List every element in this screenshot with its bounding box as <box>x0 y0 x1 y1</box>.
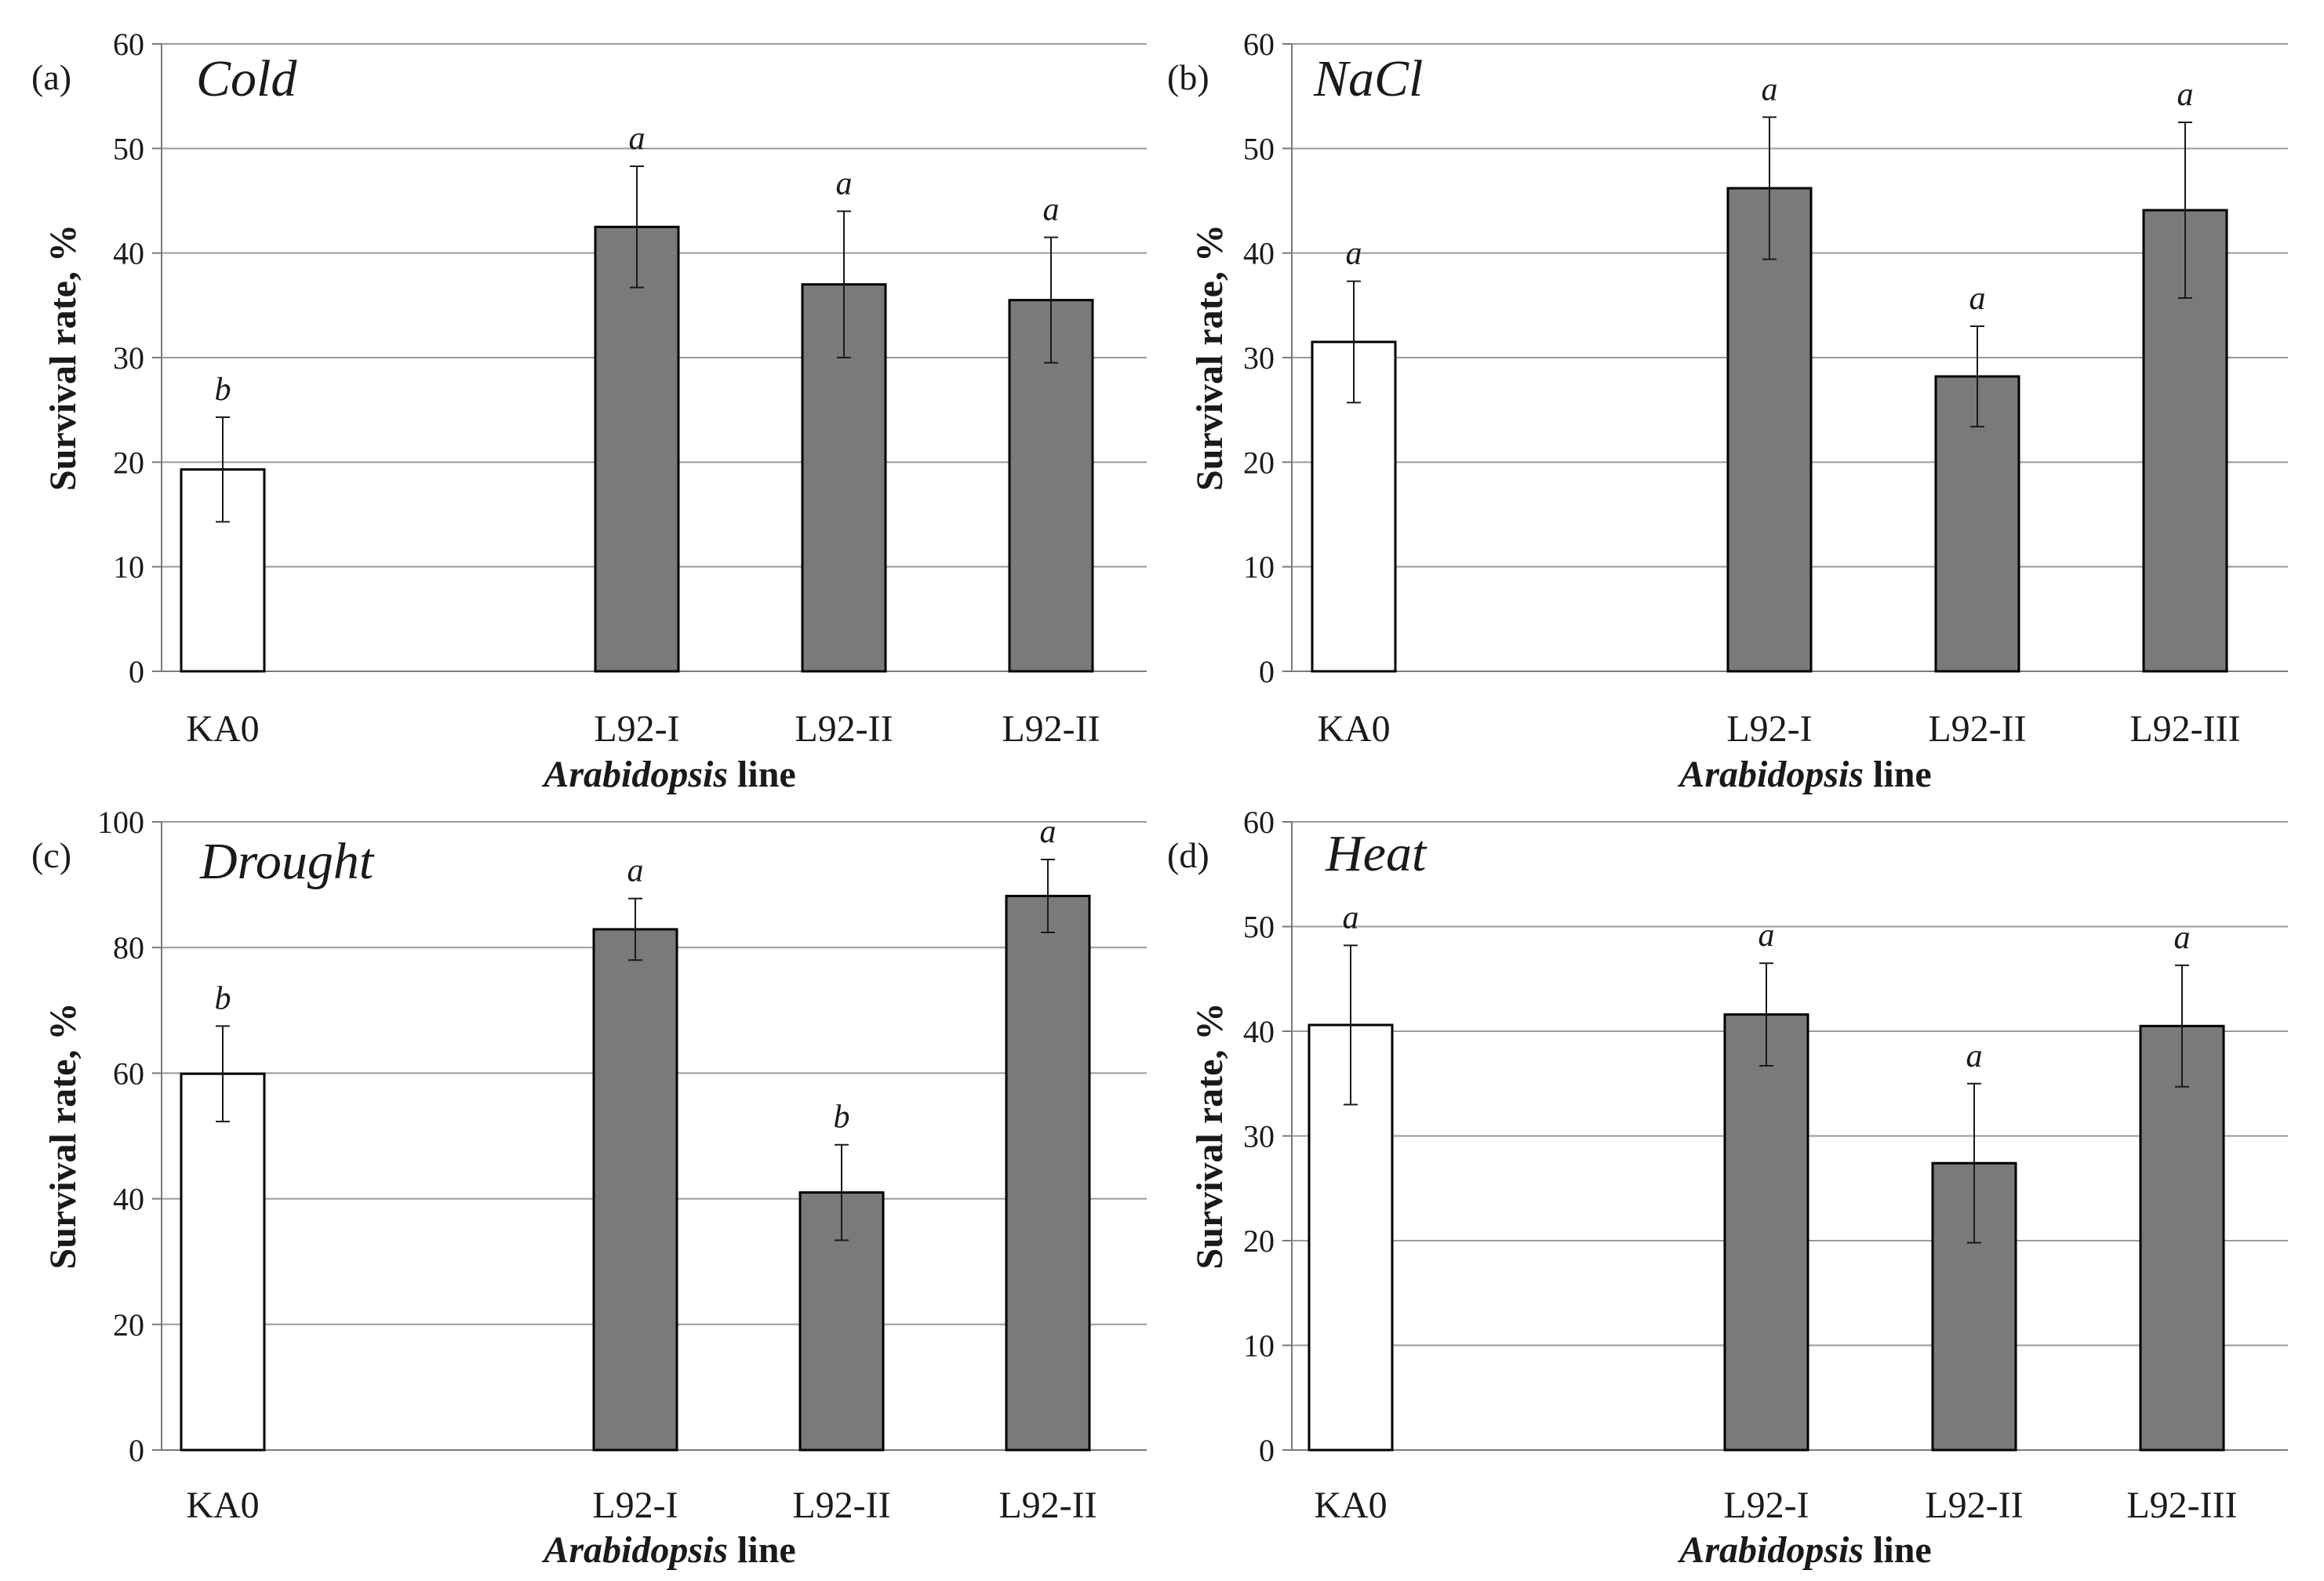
panel-title: NaCl <box>1313 50 1423 107</box>
y-axis-label: Survival rate, % <box>1189 224 1231 491</box>
bar-1 <box>592 928 678 1452</box>
significance-label: a <box>1762 71 1778 107</box>
y-tick-label: 0 <box>1259 1433 1275 1468</box>
significance-label: b <box>215 372 231 408</box>
x-axis-label-italic: Arabidopsis <box>541 1529 728 1571</box>
significance-label: b <box>215 980 231 1016</box>
y-axis-label: Survival rate, % <box>1189 1003 1231 1270</box>
y-tick-label: 40 <box>1243 236 1275 271</box>
category-label: KA0 <box>186 708 259 750</box>
x-axis-label: Arabidopsis line <box>1677 1529 1931 1571</box>
y-tick-label: 20 <box>113 445 144 480</box>
x-axis-label: Arabidopsis line <box>1677 754 1931 795</box>
bar-1 <box>1726 187 1813 673</box>
y-tick-label: 20 <box>1243 445 1275 480</box>
y-tick-label: 10 <box>113 550 144 585</box>
x-axis-label-italic: Arabidopsis <box>1677 1529 1864 1571</box>
y-tick-label: 30 <box>1243 1119 1275 1154</box>
y-tick-label: 20 <box>1243 1223 1275 1259</box>
panel-title: Drought <box>199 833 375 890</box>
y-tick-label: 50 <box>1243 131 1275 166</box>
y-tick-label: 10 <box>1243 550 1275 585</box>
significance-label: a <box>1343 900 1359 936</box>
significance-label: a <box>627 853 644 889</box>
category-label: KA0 <box>1317 708 1390 750</box>
y-tick-label: 50 <box>1243 910 1275 945</box>
y-tick-label: 10 <box>1243 1328 1275 1364</box>
y-tick-label: 20 <box>113 1307 144 1343</box>
category-label: L92-II <box>792 1485 890 1526</box>
bar-1 <box>594 225 680 673</box>
panel-title: Cold <box>196 50 297 107</box>
significance-label: a <box>836 165 853 202</box>
bar-3 <box>1005 895 1091 1452</box>
y-tick-label: 40 <box>1243 1014 1275 1049</box>
category-label: L92-I <box>594 708 679 750</box>
significance-label: a <box>629 121 646 157</box>
x-axis-label: Arabidopsis line <box>541 754 795 795</box>
y-tick-label: 40 <box>113 236 144 271</box>
chart-panel-a: 0 10 20 30 40 50 60 b KA0 a L92-I a L92-II a L92-II (a)… <box>31 27 1147 795</box>
y-tick-label: 30 <box>113 340 144 376</box>
bar-1 <box>1723 1013 1809 1452</box>
y-tick-label: 0 <box>1259 654 1275 689</box>
significance-label: a <box>1758 918 1775 954</box>
chart-panel-b: 0 10 20 30 40 50 60 a KA0 a L92-I a L92-II a L92-III (b… <box>1167 27 2288 795</box>
y-axis-label: Survival rate, % <box>42 1003 84 1270</box>
x-axis-label-rest: line <box>728 754 796 795</box>
significance-label: a <box>1969 281 1986 317</box>
category-label: L92-I <box>592 1485 678 1526</box>
panel-letter: (d) <box>1167 835 1209 875</box>
bar-0 <box>180 1072 266 1452</box>
y-tick-label: 60 <box>113 1056 144 1091</box>
category-label: L92-II <box>795 708 893 750</box>
significance-label: a <box>1346 236 1362 272</box>
panel-letter: (b) <box>1167 57 1209 97</box>
y-tick-label: 40 <box>113 1182 144 1217</box>
significance-label: b <box>834 1099 850 1136</box>
significance-label: a <box>2174 920 2191 956</box>
category-label: L92-III <box>2126 1485 2237 1526</box>
chart-panel-d: 0 10 20 30 40 50 60 a KA0 a L92-I a L92-II a L92-III (d… <box>1167 805 2288 1571</box>
x-axis-label-rest: line <box>1864 1529 1932 1571</box>
category-label: L92-II <box>1002 708 1100 750</box>
y-tick-label: 80 <box>113 930 144 965</box>
significance-label: a <box>1043 192 1060 228</box>
y-tick-label: 0 <box>129 654 144 689</box>
category-label: L92-I <box>1726 708 1812 750</box>
bar-3 <box>2139 1024 2225 1452</box>
x-axis-label-rest: line <box>728 1529 796 1571</box>
y-tick-label: 100 <box>97 805 144 840</box>
significance-label: a <box>1966 1038 1983 1074</box>
x-axis-label: Arabidopsis line <box>541 1529 795 1571</box>
category-label: L92-II <box>1925 1485 2023 1526</box>
chart-panel-c: 0 20 40 60 80 100 b KA0 a L92-I b L92-II a L92-II (c) D… <box>31 805 1147 1571</box>
y-axis-label: Survival rate, % <box>42 224 84 491</box>
x-axis-label-italic: Arabidopsis <box>541 754 728 795</box>
category-label: KA0 <box>186 1485 259 1526</box>
significance-label: a <box>2177 77 2194 113</box>
x-axis-label-italic: Arabidopsis <box>1677 754 1864 795</box>
significance-label: a <box>1040 814 1057 850</box>
category-label: L92-I <box>1723 1485 1809 1526</box>
panel-letter: (c) <box>31 835 71 875</box>
y-tick-label: 50 <box>113 131 144 166</box>
x-axis-label-rest: line <box>1864 754 1932 795</box>
y-tick-label: 0 <box>129 1433 144 1468</box>
category-label: L92-III <box>2129 708 2240 750</box>
panel-letter: (a) <box>31 57 71 97</box>
category-label: KA0 <box>1314 1485 1387 1526</box>
y-tick-label: 60 <box>1243 27 1275 62</box>
category-label: L92-II <box>1928 708 2026 750</box>
y-tick-label: 60 <box>1243 805 1275 840</box>
panel-title: Heat <box>1325 825 1427 882</box>
y-tick-label: 30 <box>1243 340 1275 376</box>
category-label: L92-II <box>998 1485 1097 1526</box>
y-tick-label: 60 <box>113 27 144 62</box>
